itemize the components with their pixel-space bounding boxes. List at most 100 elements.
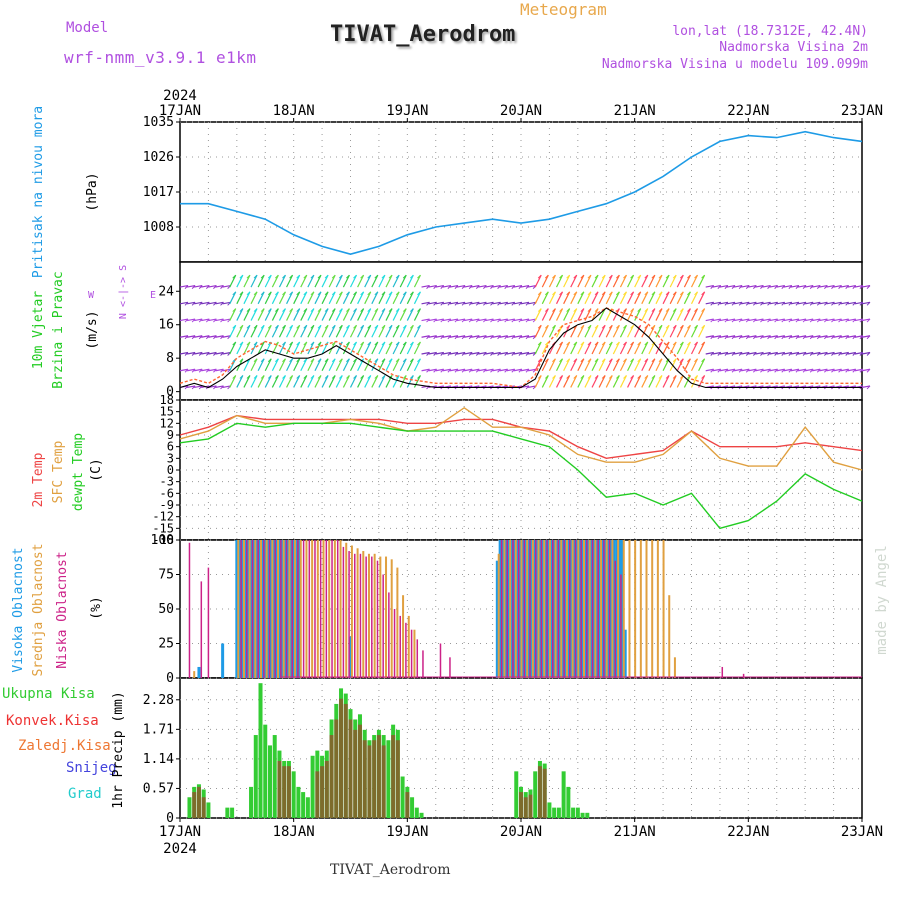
wind-barb (499, 301, 508, 305)
wind-barb-tick (845, 285, 850, 289)
precip-bar-conv (405, 792, 410, 818)
wind-barb (449, 351, 459, 355)
wind-barb (861, 318, 871, 322)
wind-barb (222, 318, 231, 322)
cloud-bar (259, 540, 262, 678)
wind-barb-tick (694, 324, 698, 329)
wind-barb (385, 274, 393, 288)
wind-barb (570, 341, 578, 355)
wind-barb-tick (267, 291, 272, 296)
wind-barb (456, 318, 466, 322)
precip-bar-total (552, 807, 557, 818)
wind-barb (478, 318, 487, 322)
wind-barb (734, 335, 743, 338)
cloud-bar (578, 540, 582, 678)
wind-barb (605, 291, 613, 305)
precip-bar-total (187, 797, 192, 818)
wind-barb (840, 335, 849, 338)
wind-barb (264, 291, 272, 305)
wind-barb-tick (317, 308, 322, 312)
wind-barb-tick (289, 341, 293, 346)
wind-barb-tick (461, 352, 466, 356)
cloud-bar (422, 650, 424, 678)
wind-barb-tick (665, 341, 670, 346)
wind-barb-tick (454, 368, 459, 373)
wind-barb-tick (253, 341, 258, 346)
precip-bar-total (386, 740, 391, 818)
wind-barb (428, 285, 437, 288)
wind-barb-tick (454, 301, 459, 306)
precip-bar-total (230, 807, 235, 818)
wind-barb (506, 351, 515, 355)
cloud-bar (305, 540, 308, 678)
cloud-bar (349, 636, 352, 678)
wind-barb (286, 341, 294, 355)
wind-barb (335, 375, 343, 388)
wind-barb (513, 318, 523, 322)
wind-barb (769, 285, 778, 288)
wind-barb (478, 301, 487, 305)
cloud-bar (537, 540, 540, 678)
wind-barb-tick (198, 385, 203, 390)
wind-barb-tick (608, 274, 613, 279)
wind-barb (527, 368, 537, 372)
wind-barb (435, 301, 444, 305)
wind-barb (328, 375, 336, 388)
cloud-bar (410, 629, 413, 678)
wind-barb-tick (559, 341, 563, 346)
cloud-bar (742, 673, 745, 678)
wind-barb-tick (282, 358, 286, 363)
cloud-bar (311, 540, 314, 678)
wind-barb-tick (859, 285, 864, 289)
wind-barb-tick (816, 352, 821, 356)
wind-barb (286, 308, 294, 321)
wind-barb (485, 368, 494, 372)
wind-barb (385, 291, 393, 305)
wind-barb (520, 318, 530, 322)
wind-speed-line (179, 307, 862, 389)
wind-barb (194, 301, 203, 305)
wind-barb-tick (701, 291, 705, 296)
wind-barb (527, 285, 537, 288)
wind-barb-tick (859, 352, 864, 356)
wind-barb (690, 274, 699, 288)
wind-barb-tick (374, 274, 379, 279)
wind-barb-tick (544, 375, 549, 379)
cloud-bar (617, 540, 620, 678)
wind-barb (819, 285, 828, 288)
wind-barb-tick (267, 308, 272, 312)
wind-barb-tick (838, 318, 842, 323)
wind-barb-tick (580, 341, 585, 346)
wind-gust-line (179, 307, 862, 389)
wind-barb (690, 325, 699, 338)
x-tick-label-top: 22JAN (727, 103, 769, 119)
wind-barb (833, 318, 842, 322)
wind-barb-tick (809, 301, 814, 306)
wind-barb (534, 358, 542, 371)
wind-barb (478, 285, 487, 288)
cloud-bar (342, 546, 345, 678)
wind-barb (194, 368, 203, 372)
wind-barb (335, 308, 343, 321)
wind-barb (726, 318, 736, 322)
wind-barb-tick (525, 368, 530, 373)
y-tick-label: 1008 (143, 220, 174, 235)
wind-barb (755, 301, 764, 305)
wind-barb-tick (816, 335, 821, 340)
wind-barb-tick (447, 335, 452, 340)
wind-barb-tick (275, 308, 279, 312)
wind-barb-tick (537, 324, 542, 329)
wind-barb (762, 301, 771, 305)
wind-barb-tick (461, 301, 466, 306)
wind-barb (378, 325, 386, 338)
wind-barb (314, 375, 322, 388)
x-tick-label-top: 20JAN (500, 103, 542, 119)
wind-barb-tick (246, 375, 251, 379)
wind-barb (726, 368, 736, 372)
wind-barb-tick (282, 375, 286, 379)
cloud-bar (543, 540, 546, 678)
y-tick-label: 1017 (143, 185, 174, 200)
wind-barb-tick (409, 308, 414, 312)
cloud-bar (376, 560, 379, 678)
wind-barb (499, 318, 508, 322)
